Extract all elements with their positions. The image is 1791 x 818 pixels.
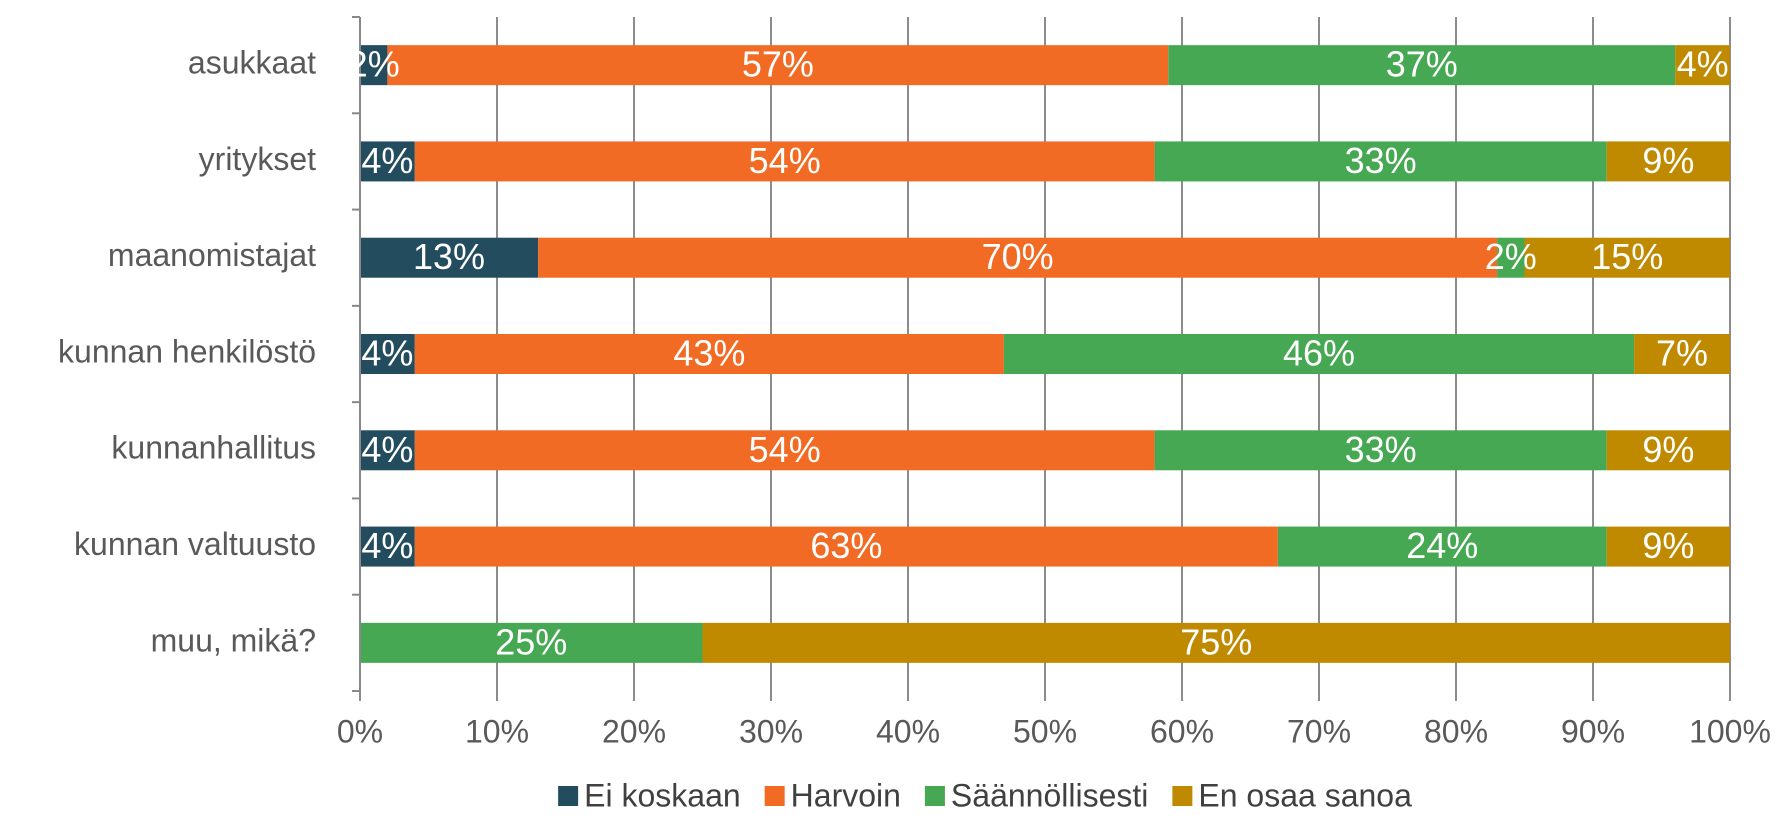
bar-segment [1606,141,1730,182]
x-tick-label: 0% [337,713,383,749]
x-tick-label: 70% [1287,713,1351,749]
bar-segment [414,526,1278,567]
legend-label: En osaa sanoa [1198,777,1412,813]
bar-segment [360,526,415,567]
data-label: 9% [1642,140,1694,181]
bar-segment [1168,45,1676,86]
x-tick-label: 50% [1013,713,1077,749]
data-label: 13% [413,236,485,277]
y-tick-label: muu, mikä? [151,622,316,658]
bar-segment [360,141,415,182]
y-tick-label: asukkaat [188,45,316,81]
data-label: 7% [1656,333,1708,374]
data-label: 9% [1642,429,1694,470]
x-tick-label: 10% [465,713,529,749]
data-label: 4% [1677,44,1729,85]
bar-segment [360,622,703,663]
bar-segment [1634,334,1730,374]
bar-segment [360,430,415,471]
data-label: 33% [1345,429,1417,470]
data-label: 37% [1386,44,1458,85]
data-label: 2% [348,44,400,85]
legend-label: Säännöllisesti [951,777,1148,813]
bar-segment [702,622,1730,663]
y-tick-label: kunnan valtuusto [74,526,316,562]
bar-segment [387,45,1169,86]
bar-segment [1277,526,1607,567]
bar-segment [1154,141,1607,182]
x-tick-label: 80% [1424,713,1488,749]
data-label: 4% [361,140,413,181]
data-label: 4% [361,333,413,374]
bar-segment [1154,430,1607,471]
bar-segment [538,237,1498,278]
data-label: 33% [1345,140,1417,181]
data-label: 25% [495,621,567,662]
data-label: 46% [1283,333,1355,374]
bar-segment [360,334,415,374]
data-label: 57% [742,44,814,85]
data-label: 54% [749,140,821,181]
bar-segment [1675,45,1730,86]
legend-swatch [764,786,785,806]
x-tick-label: 20% [602,713,666,749]
bars [360,45,1730,663]
y-tick-label: kunnan henkilöstö [58,333,316,369]
data-label: 54% [749,429,821,470]
y-tick-label: yritykset [199,141,316,177]
legend-swatch [1172,786,1193,806]
y-tick-label: kunnanhallitus [111,430,316,466]
x-tick-label: 100% [1689,713,1771,749]
bar-segment [414,334,1004,374]
legend-swatch [558,786,579,806]
data-label: 75% [1180,621,1252,662]
x-tick-label: 30% [739,713,803,749]
data-label: 2% [1485,236,1537,277]
data-label: 24% [1406,525,1478,566]
bar-segment [1003,334,1635,374]
x-tick-label: 60% [1150,713,1214,749]
data-label: 4% [361,525,413,566]
legend-label: Ei koskaan [584,777,741,813]
data-label: 4% [361,429,413,470]
x-tick-label: 40% [876,713,940,749]
data-label: 63% [810,525,882,566]
bar-segment [1606,430,1730,471]
bar-segment [1524,237,1730,278]
data-label: 43% [673,333,745,374]
bar-segment [414,430,1155,471]
legend-label: Harvoin [791,777,901,813]
bar-segment [414,141,1155,182]
bar-segment [360,45,388,86]
data-label: 9% [1642,525,1694,566]
bar-segment [1606,526,1730,567]
bar-segment [360,237,539,278]
y-tick-label: maanomistajat [108,237,316,273]
bar-segment [1497,237,1525,278]
data-label: 15% [1591,236,1663,277]
x-tick-label: 90% [1561,713,1625,749]
data-label: 70% [982,236,1054,277]
legend-swatch [924,786,945,806]
